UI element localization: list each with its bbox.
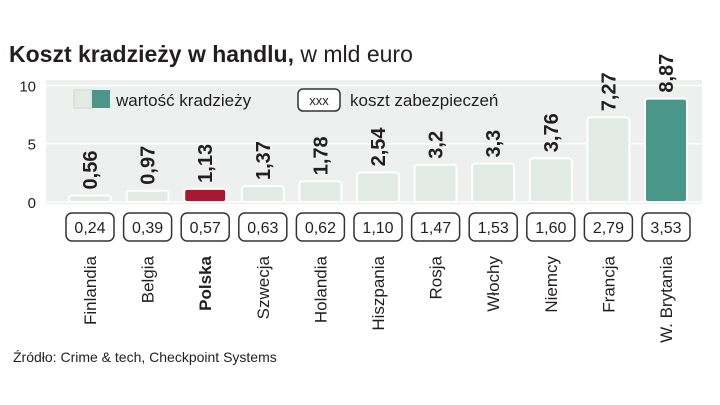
category-label: Rosja xyxy=(427,255,446,299)
bar-szwecja xyxy=(240,185,285,204)
value-labels: 0,56 0,97 1,13 1,37 1,78 2,54 3,2 3,3 3,76 7,27 8,… xyxy=(80,54,678,190)
cost-box xyxy=(180,212,230,242)
bar-w-brytania xyxy=(644,97,688,203)
value-label: 8,87 xyxy=(656,54,678,93)
y-tick-label: 5 xyxy=(28,137,36,154)
category-label: Szwecja xyxy=(254,255,273,319)
value-label: 7,27 xyxy=(598,72,620,111)
bar-polska xyxy=(183,187,228,203)
title-bold: Koszt kradzieży w handlu, xyxy=(9,41,294,67)
legend-swatch-dark xyxy=(92,90,110,108)
legend-cost-box xyxy=(297,88,341,112)
cost-box xyxy=(468,212,518,242)
cost-value: 1,10 xyxy=(362,220,393,237)
cost-value: 0,24 xyxy=(74,220,105,237)
category-label: Finlandia xyxy=(81,255,100,325)
category-label: Belgia xyxy=(139,255,158,303)
cost-box xyxy=(526,212,576,242)
cost-value: 0,57 xyxy=(190,220,221,237)
value-label: 3,2 xyxy=(426,131,448,159)
category-label: Holandia xyxy=(311,255,330,323)
cost-value: 0,63 xyxy=(247,220,278,237)
value-label: 3,76 xyxy=(541,113,563,152)
y-axis-ticks: 0 5 10 xyxy=(19,78,36,212)
cost-box xyxy=(583,212,634,242)
value-label: 1,78 xyxy=(310,136,332,175)
category-label: Hiszpania xyxy=(369,255,388,330)
cost-box xyxy=(238,212,288,242)
cost-value: 3,53 xyxy=(650,220,681,237)
bar-rosja xyxy=(413,163,458,203)
cost-box xyxy=(65,212,115,242)
category-label: Francja xyxy=(599,255,618,312)
value-label: 2,54 xyxy=(368,127,390,167)
legend: wartość kradzieży xxx koszt zabezpieczeń xyxy=(73,88,498,112)
legend-theft-label: wartość kradzieży xyxy=(115,91,252,110)
bar-włochy xyxy=(471,162,516,203)
title-light: w mld euro xyxy=(294,41,413,67)
cost-box xyxy=(295,212,346,242)
bar-finlandia xyxy=(68,194,112,203)
cost-box xyxy=(122,212,173,242)
cost-boxes: 0,24 0,39 0,57 0,63 0,62 1,10 1,47 1,53 1,60 2,79… xyxy=(65,212,691,242)
value-label: 0,97 xyxy=(138,146,160,185)
bar-hiszpania xyxy=(356,171,400,204)
legend-cost-box-text: xxx xyxy=(309,93,329,108)
cost-value: 2,79 xyxy=(593,220,624,237)
bar-niemcy xyxy=(528,157,573,204)
cost-value: 0,62 xyxy=(305,220,336,237)
bar-holandia xyxy=(298,180,343,203)
chart-title: Koszt kradzieży w handlu, w mld euro xyxy=(9,41,413,67)
bar-francja xyxy=(586,116,631,203)
value-label: 1,13 xyxy=(195,144,217,183)
category-labels: Finlandia Belgia Polska Szwecja Holandia Hisz… xyxy=(81,255,676,342)
cost-box xyxy=(410,212,461,242)
bar-belgia xyxy=(125,189,170,204)
value-label: 0,56 xyxy=(80,151,102,190)
category-label: Polska xyxy=(196,255,215,310)
source-note: Źródło: Crime & tech, Checkpoint Systems xyxy=(13,349,277,365)
cost-value: 1,60 xyxy=(535,220,566,237)
y-tick-label: 0 xyxy=(28,195,36,212)
category-label: W. Brytania xyxy=(657,255,676,342)
cost-value: 1,47 xyxy=(420,220,451,237)
value-label: 1,37 xyxy=(253,141,275,180)
legend-cost-label: koszt zabezpieczeń xyxy=(350,91,498,110)
cost-box xyxy=(353,212,403,242)
bars xyxy=(68,97,688,204)
cost-box xyxy=(641,212,691,242)
category-label: Niemcy xyxy=(542,256,561,313)
value-label: 3,3 xyxy=(483,130,505,158)
cost-value: 1,53 xyxy=(478,220,509,237)
category-label: Włochy xyxy=(484,256,503,312)
legend-swatch-light xyxy=(73,89,93,109)
cost-value: 0,39 xyxy=(132,220,163,237)
y-tick-label: 10 xyxy=(19,78,36,95)
